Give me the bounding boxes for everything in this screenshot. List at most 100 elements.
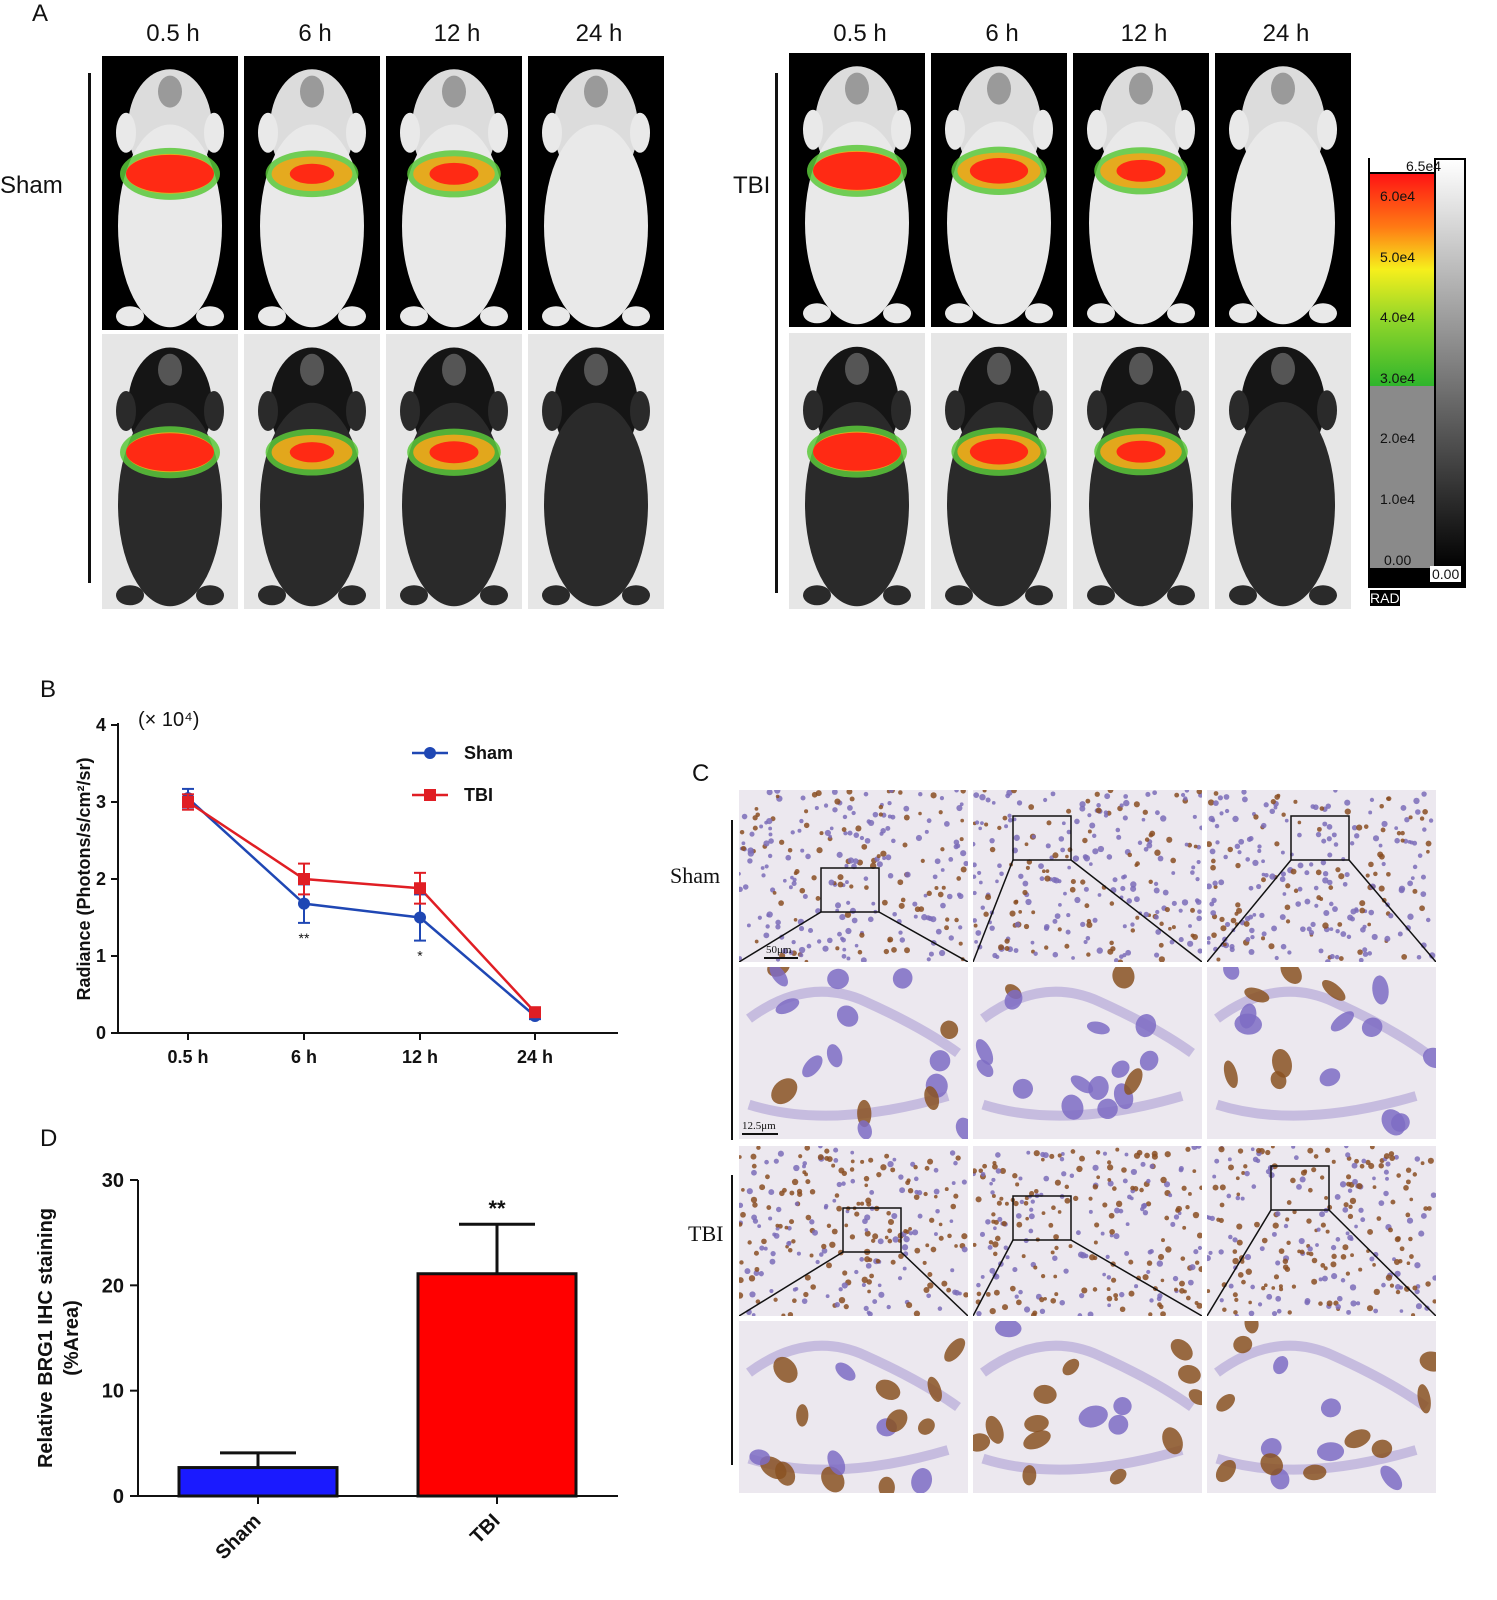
y-axis-label: Relative BRG1 IHC staining	[35, 1208, 57, 1468]
legend-label: TBI	[464, 785, 493, 805]
sham-mouse-photo	[102, 56, 238, 330]
sham-ihc-overview-image	[739, 790, 968, 962]
tbi-time-label: 12 h	[1120, 20, 1168, 47]
x-tick-label: TBI	[466, 1510, 504, 1548]
y-tick-label: 10	[102, 1381, 124, 1403]
tbi-ihc-overview-image	[1207, 1146, 1436, 1316]
data-point	[529, 1006, 541, 1019]
ihc-sham-bracket	[731, 820, 733, 1140]
data-point	[298, 873, 310, 885]
data-point	[182, 796, 194, 808]
data-point	[414, 882, 426, 895]
bar-tbi	[416, 1272, 578, 1498]
tbi-time-label: 0.5 h	[833, 20, 887, 47]
data-point	[414, 911, 426, 924]
ihc-tbi-label: TBI	[688, 1221, 724, 1246]
x-tick-label: 6 h	[291, 1047, 317, 1067]
sham-ihc-zoom-image	[1207, 967, 1436, 1139]
colorbar-graphic	[1368, 158, 1466, 588]
tbi-mouse-xray	[931, 333, 1067, 609]
colorbar: 6.5e4 6.0e4 5.0e4 4.0e4 3.0e4 2.0e4 1.0e…	[1368, 158, 1468, 608]
x-tick-label: 12 h	[402, 1047, 438, 1067]
y-tick-label: 2	[96, 869, 106, 889]
series-line-sham	[187, 797, 536, 1018]
tbi-group-label: TBI	[733, 172, 771, 199]
sham-mouse-xray	[386, 334, 522, 609]
sham-time-label: 6 h	[298, 20, 332, 47]
y-tick-label: 0	[113, 1486, 124, 1508]
tbi-ihc-zoom-image	[739, 1321, 968, 1493]
y-tick-label: 20	[102, 1275, 124, 1297]
sham-mouse-xray	[528, 334, 664, 609]
colorbar-tick: 1.0e4	[1380, 491, 1416, 507]
tbi-mouse-photo	[789, 53, 925, 327]
panel-a-letter: A	[32, 0, 49, 27]
y-tick-label: 30	[102, 1170, 124, 1192]
tbi-ihc-overview-image	[973, 1146, 1202, 1316]
sham-time-label: 0.5 h	[146, 20, 200, 47]
tbi-mouse-xray	[1215, 333, 1351, 609]
x-tick-label: 0.5 h	[167, 1047, 208, 1067]
significance-marker: **	[299, 930, 310, 946]
significance-marker: *	[417, 948, 423, 964]
x-tick-label: 24 h	[517, 1047, 553, 1067]
colorbar-tick: 0.00	[1384, 552, 1412, 568]
sham-ihc-zoom-image	[739, 967, 968, 1139]
data-point	[298, 897, 310, 910]
sham-time-label: 24 h	[575, 20, 623, 47]
significance-marker: **	[488, 1196, 506, 1221]
tbi-ihc-overview-image	[739, 1146, 968, 1316]
colorbar-tick: 5.0e4	[1380, 249, 1416, 265]
colorbar-top-label: 6.5e4	[1406, 158, 1442, 174]
scale-bar-50um	[764, 957, 798, 959]
colorbar-tick: 6.0e4	[1380, 188, 1416, 204]
y-axis-label: Radiance (Photons/s/cm²/sr)	[74, 757, 94, 1000]
legend-marker	[424, 747, 436, 759]
sham-mouse-photo	[528, 56, 664, 330]
tbi-mouse-xray	[1073, 333, 1209, 609]
radiance-line-chart: 0 1 2 3 4 0.5 h 6 h 12 h 24 h (× 10⁴) Radiance (Ph…	[74, 709, 618, 1067]
panel-d-letter: D	[40, 1125, 58, 1152]
x-tick-label: Sham	[211, 1510, 265, 1564]
tbi-mouse-photo	[1073, 53, 1209, 327]
tbi-ihc-zoom-image	[973, 1321, 1202, 1493]
y-tick-label: 0	[96, 1023, 106, 1043]
colorbar-bottom-label: 0.00	[1430, 566, 1462, 582]
sham-ihc-zoom-image	[973, 967, 1202, 1139]
y-tick-label: 3	[96, 792, 106, 812]
tbi-time-label: 6 h	[985, 20, 1019, 47]
ihc-tbi-bracket	[731, 1175, 733, 1465]
scale-bar-12-5um-label: 12.5μm	[742, 1120, 776, 1132]
sham-mouse-photo	[386, 56, 522, 330]
scale-bar-12-5um	[742, 1133, 778, 1135]
y-multiplier-label: (× 10⁴)	[138, 709, 199, 731]
brg1-bar-chart: 0 10 20 30 Relative BRG1 IHC staining (%Area)…	[35, 1170, 618, 1564]
y-axis-label-unit: (%Area)	[61, 1300, 83, 1376]
sham-mouse-photo	[244, 56, 380, 330]
sham-time-label: 12 h	[433, 20, 481, 47]
sham-ihc-overview-image	[1207, 790, 1436, 962]
sham-mouse-xray	[102, 334, 238, 609]
sham-group-label: Sham	[0, 172, 63, 199]
scale-bar-50um-label: 50μm	[766, 944, 792, 956]
colorbar-tick: 2.0e4	[1380, 430, 1416, 446]
tbi-mouse-xray	[789, 333, 925, 609]
sham-ihc-overview-image	[973, 790, 1202, 962]
colorbar-unit-label: RAD	[1370, 590, 1400, 606]
tbi-mouse-photo	[1215, 53, 1351, 327]
panel-b-letter: B	[40, 676, 57, 703]
bar-sham	[177, 1466, 339, 1498]
tbi-mouse-photo	[931, 53, 1067, 327]
legend-label: Sham	[464, 743, 513, 763]
panel-c-letter: C	[692, 760, 710, 787]
tbi-time-label: 24 h	[1262, 20, 1310, 47]
sham-bracket-line	[88, 73, 91, 583]
tbi-bracket-line	[775, 73, 778, 593]
tbi-ihc-zoom-image	[1207, 1321, 1436, 1493]
sham-mouse-xray	[244, 334, 380, 609]
legend-marker	[424, 789, 436, 801]
series-line-tbi	[187, 800, 536, 1014]
colorbar-tick: 3.0e4	[1380, 370, 1416, 386]
y-tick-label: 4	[96, 715, 106, 735]
y-tick-label: 1	[96, 946, 106, 966]
